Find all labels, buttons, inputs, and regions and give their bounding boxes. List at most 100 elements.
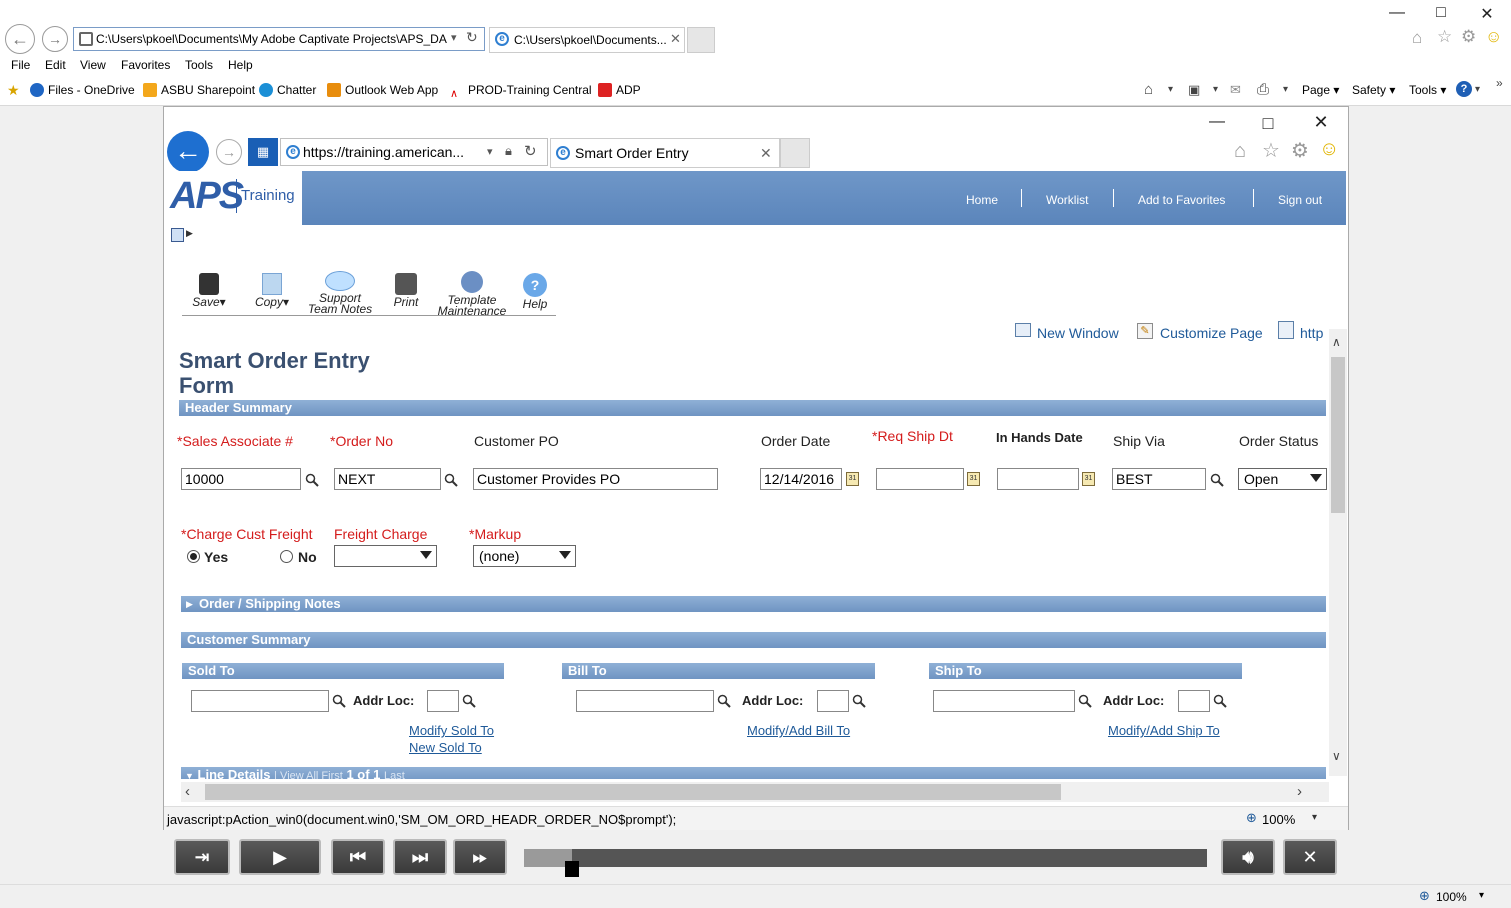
bill-to-search-icon[interactable]	[717, 694, 731, 708]
cmd-home-icon[interactable]: ⌂	[1144, 81, 1154, 98]
sales-associate-input[interactable]: 10000	[181, 468, 301, 490]
inner-zoom-dropdown-icon[interactable]: ▾	[1312, 812, 1318, 823]
fav-adp[interactable]: ADP	[598, 83, 641, 97]
template-maintenance-button[interactable]: Template Maintenance	[432, 271, 512, 317]
dropdown-icon[interactable]: ▾	[451, 32, 457, 44]
new-window-icon[interactable]	[1015, 323, 1031, 337]
horizontal-scroll-thumb[interactable]	[205, 784, 1061, 800]
outer-zoom-value[interactable]: 100%	[1436, 890, 1467, 904]
help-icon[interactable]: ?	[1456, 81, 1472, 97]
fav-onedrive[interactable]: Files - OneDrive	[30, 83, 135, 97]
new-sold-to-link[interactable]: New Sold To	[409, 740, 482, 755]
horizontal-scrollbar[interactable]: ‹ ›	[181, 782, 1329, 802]
freight-no-radio[interactable]	[280, 550, 293, 563]
outer-tab[interactable]: e C:\Users\pkoel\Documents...	[489, 27, 685, 53]
expand-arrow-icon[interactable]: ▶	[186, 228, 193, 238]
vertical-scroll-thumb[interactable]	[1331, 357, 1345, 513]
play-button[interactable]: ▶	[239, 839, 321, 875]
req-ship-date-input[interactable]	[876, 468, 964, 490]
order-notes-bar[interactable]: ▶ Order / Shipping Notes	[181, 596, 1326, 612]
scroll-up-icon[interactable]: ∧	[1332, 335, 1341, 349]
progress-track[interactable]	[524, 849, 1207, 877]
fav-prod-training[interactable]: ∧ PROD-Training Central	[450, 83, 592, 101]
inner-refresh-icon[interactable]: ↻	[524, 143, 537, 160]
menu-tools[interactable]: Tools	[185, 58, 214, 72]
progress-thumb[interactable]	[564, 861, 579, 877]
bill-to-addr-loc-input[interactable]	[817, 690, 849, 712]
req-ship-calendar-icon[interactable]: 31	[967, 472, 980, 486]
bill-to-input[interactable]	[576, 690, 714, 712]
next-slide-button[interactable]: ⏭︎	[393, 839, 447, 875]
favorites-star-icon[interactable]: ★	[7, 82, 20, 98]
line-nav[interactable]: | View All First	[274, 770, 343, 779]
print-dropdown-icon[interactable]: ▾	[1283, 84, 1289, 95]
inner-home-icon[interactable]: ⌂	[1234, 140, 1247, 162]
feed-dropdown-icon[interactable]: ▾	[1213, 84, 1219, 95]
menu-view[interactable]: View	[80, 58, 106, 72]
ship-to-addr-search-icon[interactable]	[1213, 694, 1227, 708]
scroll-down-icon[interactable]: ∨	[1332, 749, 1341, 763]
order-date-input[interactable]: 12/14/2016	[760, 468, 842, 490]
cmd-safety[interactable]: Safety ▾	[1352, 83, 1396, 97]
inner-new-tab-button[interactable]	[780, 138, 810, 168]
nav-sign-out[interactable]: Sign out	[1278, 193, 1323, 207]
customize-icon[interactable]: ✎	[1137, 323, 1153, 339]
close-player-button[interactable]: ✕	[1283, 839, 1337, 875]
freight-charge-select[interactable]	[334, 545, 437, 567]
save-button[interactable]: Save▾	[184, 273, 234, 308]
ship-to-search-icon[interactable]	[1078, 694, 1092, 708]
sold-to-addr-search-icon[interactable]	[462, 694, 476, 708]
inner-back-icon[interactable]: ←	[167, 131, 209, 173]
http-icon[interactable]	[1278, 321, 1294, 339]
scroll-right-icon[interactable]: ›	[1297, 783, 1302, 800]
order-no-search-icon[interactable]	[444, 473, 458, 487]
rewind-button[interactable]: ⏮︎	[331, 839, 385, 875]
freight-yes-radio[interactable]	[187, 550, 200, 563]
order-no-input[interactable]: NEXT	[334, 468, 441, 490]
vertical-scrollbar[interactable]: ∧ ∨	[1329, 329, 1347, 776]
menu-help[interactable]: Help	[228, 58, 253, 72]
fast-forward-button[interactable]: ⏩︎	[453, 839, 507, 875]
smiley-icon[interactable]: ☺	[1485, 27, 1503, 46]
sold-to-addr-loc-input[interactable]	[427, 690, 459, 712]
modify-ship-to-link[interactable]: Modify/Add Ship To	[1108, 723, 1220, 738]
chevron-more-icon[interactable]: »	[1496, 76, 1503, 90]
markup-select[interactable]: (none)	[473, 545, 576, 567]
http-link[interactable]: http	[1300, 325, 1324, 341]
fav-sharepoint[interactable]: ASBU Sharepoint	[143, 83, 255, 97]
close-tab-icon[interactable]: ✕	[670, 31, 681, 46]
minimize-icon[interactable]: —	[1389, 4, 1405, 21]
help-button[interactable]: ? Help	[516, 273, 554, 310]
fav-chatter[interactable]: Chatter	[259, 83, 316, 97]
nav-worklist[interactable]: Worklist	[1046, 193, 1089, 207]
modify-bill-to-link[interactable]: Modify/Add Bill To	[747, 723, 851, 738]
inner-maximize-icon[interactable]: □	[1262, 113, 1274, 133]
print-button[interactable]: Print	[386, 273, 426, 308]
outer-address-bar[interactable]: C:\Users\pkoel\Documents\My Adobe Captiv…	[73, 27, 485, 51]
order-date-calendar-icon[interactable]: 31	[846, 472, 859, 486]
inner-star-icon[interactable]: ☆	[1262, 140, 1280, 162]
customize-page-link[interactable]: Customize Page	[1160, 325, 1263, 341]
inner-gear-icon[interactable]: ⚙	[1291, 140, 1309, 162]
inner-minimize-icon[interactable]: —	[1209, 113, 1225, 130]
menu-file[interactable]: File	[11, 58, 31, 72]
home-icon[interactable]: ⌂	[1412, 28, 1423, 47]
ship-via-search-icon[interactable]	[1210, 473, 1224, 487]
forward-icon[interactable]: →	[42, 26, 68, 52]
sales-associate-search-icon[interactable]	[305, 473, 319, 487]
cmd-page[interactable]: Page ▾	[1302, 83, 1340, 97]
new-window-link[interactable]: New Window	[1037, 325, 1119, 341]
sold-to-input[interactable]	[191, 690, 329, 712]
modify-sold-to-link[interactable]: Modify Sold To	[409, 723, 495, 738]
cmd-home-dropdown-icon[interactable]: ▾	[1168, 84, 1174, 95]
inner-dropdown-icon[interactable]: ▾	[487, 146, 493, 158]
support-notes-button[interactable]: Support Team Notes	[302, 271, 378, 315]
sold-to-search-icon[interactable]	[332, 694, 346, 708]
customer-po-input[interactable]: Customer Provides PO	[473, 468, 718, 490]
ship-to-addr-loc-input[interactable]	[1178, 690, 1210, 712]
mail-icon[interactable]: ✉	[1230, 82, 1241, 97]
outer-zoom-icon[interactable]: ⊕	[1419, 888, 1430, 903]
maximize-icon[interactable]: □	[1436, 4, 1446, 21]
exit-button[interactable]: ⇥	[174, 839, 230, 875]
in-hands-calendar-icon[interactable]: 31	[1082, 472, 1095, 486]
